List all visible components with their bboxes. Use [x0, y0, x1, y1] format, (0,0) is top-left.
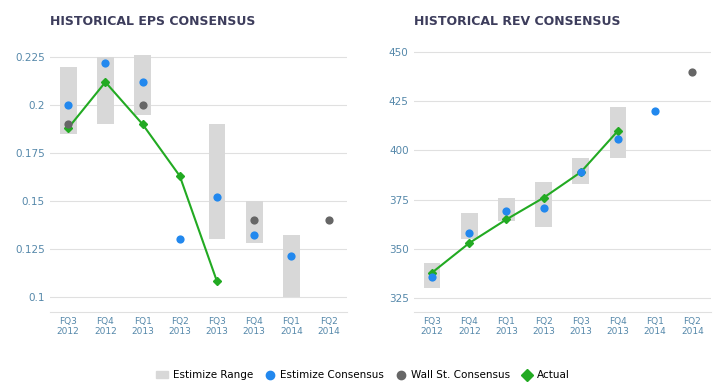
Point: [501, 208, 513, 215]
Point: [650, 108, 661, 114]
Point: [62, 121, 74, 127]
Bar: [246, 201, 263, 243]
Bar: [424, 263, 441, 288]
Point: [538, 205, 550, 211]
Point: [687, 68, 698, 74]
Bar: [97, 57, 114, 124]
Point: [62, 102, 74, 108]
Bar: [283, 235, 300, 297]
Point: [612, 135, 624, 142]
Point: [463, 230, 475, 236]
Bar: [610, 107, 627, 158]
Bar: [134, 55, 151, 115]
Point: [285, 253, 297, 259]
Point: [99, 60, 111, 66]
Point: [426, 273, 438, 279]
Bar: [535, 182, 552, 227]
Text: HISTORICAL EPS CONSENSUS: HISTORICAL EPS CONSENSUS: [49, 15, 255, 28]
Bar: [498, 198, 515, 221]
Point: [248, 217, 260, 223]
Point: [248, 232, 260, 239]
Bar: [60, 67, 76, 134]
Bar: [461, 213, 478, 239]
Point: [136, 102, 148, 108]
Point: [575, 169, 587, 175]
Point: [136, 79, 148, 85]
Bar: [573, 158, 590, 184]
Text: HISTORICAL REV CONSENSUS: HISTORICAL REV CONSENSUS: [414, 15, 620, 28]
Point: [174, 236, 186, 242]
Point: [322, 217, 334, 223]
Legend: Estimize Range, Estimize Consensus, Wall St. Consensus, Actual: Estimize Range, Estimize Consensus, Wall…: [152, 366, 574, 385]
Point: [211, 194, 223, 200]
Bar: [208, 124, 225, 239]
